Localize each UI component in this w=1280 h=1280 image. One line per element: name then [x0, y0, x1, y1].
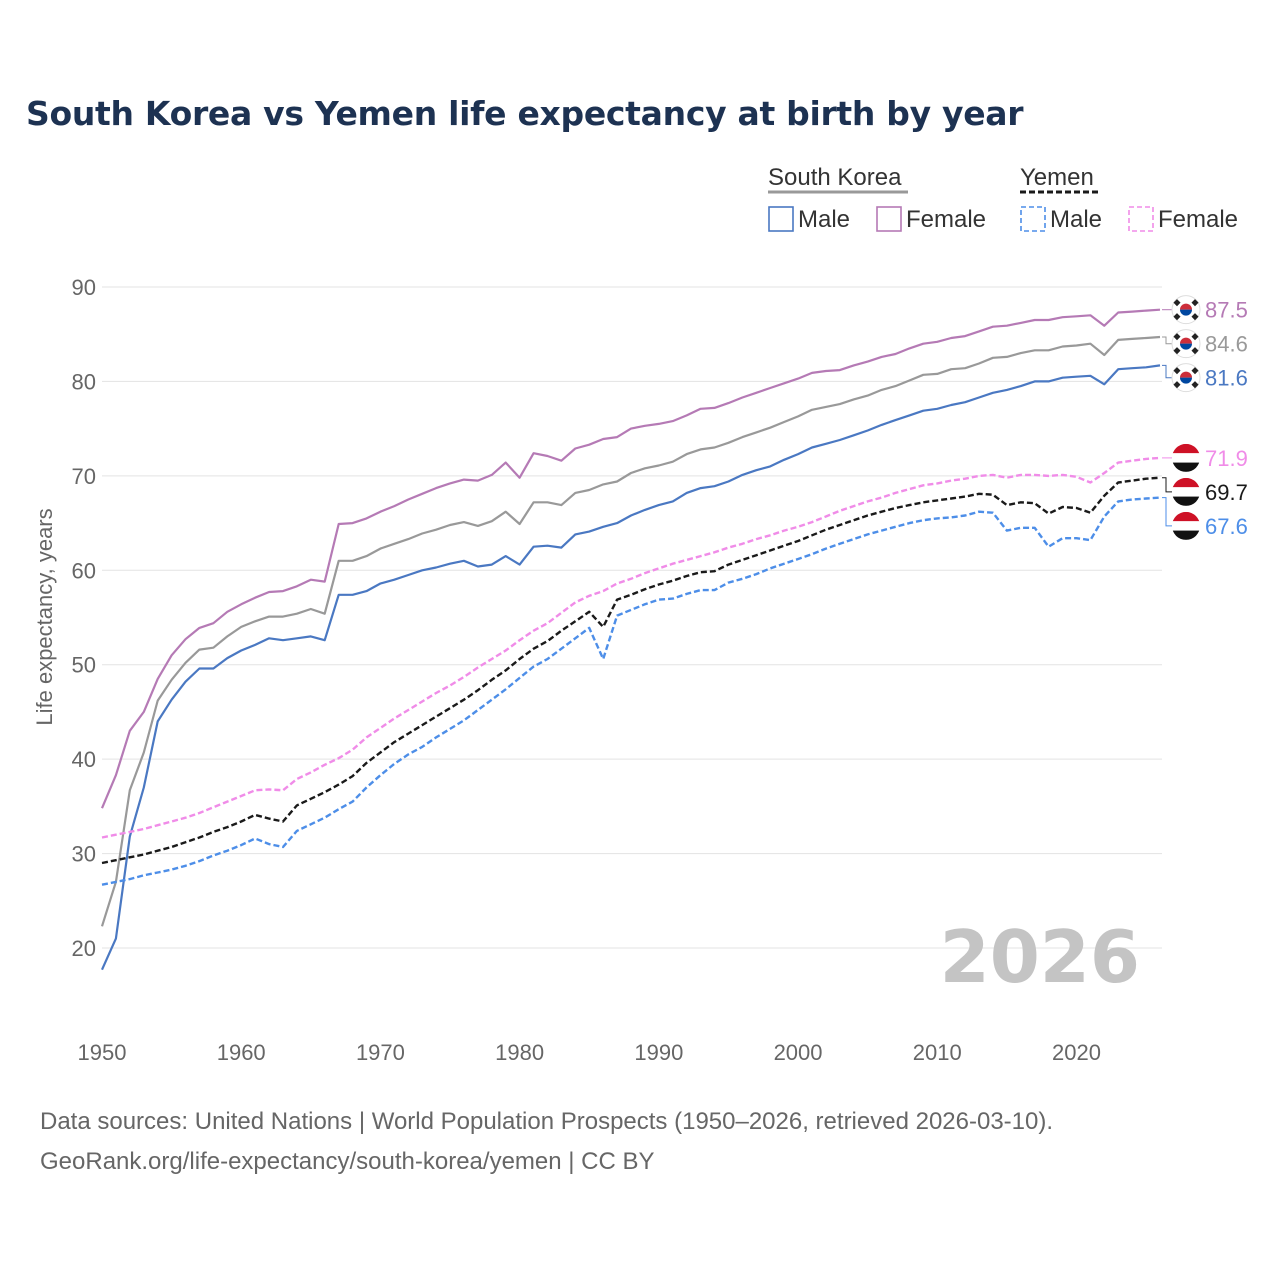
yemen-flag-icon — [1172, 443, 1200, 472]
taeguk-red — [1180, 371, 1192, 378]
end-value-label: 81.6 — [1205, 366, 1248, 391]
end-value-label: 67.6 — [1205, 514, 1248, 539]
y-tick-label: 50 — [72, 653, 96, 678]
taeguk-red — [1180, 337, 1192, 344]
taeguk-blue — [1180, 377, 1192, 384]
x-tick-label: 1950 — [78, 1040, 127, 1065]
legend-item-label: Female — [906, 206, 986, 233]
legend-group-title: South Korea — [768, 164, 902, 191]
x-tick-label: 1970 — [356, 1040, 405, 1065]
label-connector — [1162, 364, 1172, 379]
flag-stripe-black — [1172, 462, 1200, 472]
chart-title: South Korea vs Yemen life expectancy at … — [26, 94, 1024, 133]
taeguk-blue — [1180, 343, 1192, 350]
end-value-label: 84.6 — [1205, 332, 1248, 357]
grid — [102, 286, 1162, 949]
yemen-flag-stripes — [1172, 443, 1200, 472]
series-line-yemen-male — [101, 496, 1161, 886]
y-tick-label: 30 — [72, 842, 96, 867]
taeguk-red — [1180, 303, 1192, 310]
axes: 20 30 40 50 60 70 80 90 1950 1960 1970 1980 1990 2000… — [72, 275, 1101, 1065]
y-tick-label: 20 — [72, 936, 96, 961]
flag-stripe-white — [1172, 453, 1200, 463]
flag-stripe-black — [1172, 496, 1200, 506]
label-connector — [1162, 336, 1172, 345]
end-value-label: 69.7 — [1205, 480, 1248, 505]
y-axis-label: Life expectancy, years — [32, 508, 57, 725]
source-link[interactable]: GeoRank.org/life-expectancy/south-korea/… — [40, 1148, 655, 1175]
flag-stripe-red — [1172, 443, 1200, 454]
series-line-south-korea-male — [100, 364, 1161, 971]
series-line-yemen-female — [101, 456, 1161, 839]
y-tick-label: 70 — [72, 464, 96, 489]
legend-group-title: Yemen — [1020, 164, 1094, 191]
taeguk-blue — [1180, 309, 1192, 316]
legend-item-label: Male — [1050, 206, 1102, 233]
yemen-flag-icon — [1172, 511, 1200, 540]
legend: South Korea Male Female Yemen Male Female — [768, 164, 1238, 233]
yemen-flag-stripes — [1172, 477, 1200, 506]
label-connector — [1162, 477, 1172, 493]
x-tick-label: 2000 — [774, 1040, 823, 1065]
flag-stripe-white — [1172, 487, 1200, 497]
year-watermark: 2026 — [940, 915, 1140, 999]
x-tick-label: 1980 — [495, 1040, 544, 1065]
x-tick-label: 1960 — [217, 1040, 266, 1065]
y-tick-label: 40 — [72, 747, 96, 772]
series-lines — [100, 308, 1161, 971]
south-korea-flag-icon — [1171, 295, 1201, 325]
end-value-label: 87.5 — [1205, 298, 1248, 323]
legend-item-label: Male — [798, 206, 850, 233]
x-tick-label: 2010 — [913, 1040, 962, 1065]
flag-stripe-white — [1172, 521, 1200, 531]
flag-stripe-black — [1172, 530, 1200, 540]
end-labels: 87.5 84.6 81.6 71.9 69.7 67.6 — [1162, 295, 1248, 540]
legend-item-label: Female — [1158, 206, 1238, 233]
y-tick-label: 60 — [72, 558, 96, 583]
label-connector — [1162, 497, 1172, 527]
yemen-flag-icon — [1172, 477, 1200, 506]
yemen-flag-stripes — [1172, 511, 1200, 540]
series-line-south-korea-total — [100, 335, 1161, 927]
y-tick-label: 90 — [72, 275, 96, 300]
legend-swatch — [1020, 206, 1046, 232]
south-korea-flag-icon — [1171, 363, 1201, 393]
legend-swatch — [876, 206, 902, 232]
flag-stripe-red — [1172, 477, 1200, 488]
y-tick-label: 80 — [72, 369, 96, 394]
flag-stripe-red — [1172, 511, 1200, 522]
end-value-label: 71.9 — [1205, 446, 1248, 471]
series-line-yemen-total — [101, 476, 1161, 865]
legend-swatch — [768, 206, 794, 232]
x-tick-label: 2020 — [1052, 1040, 1101, 1065]
source-text: Data sources: United Nations | World Pop… — [40, 1108, 1054, 1135]
x-tick-label: 1990 — [634, 1040, 683, 1065]
south-korea-flag-icon — [1171, 329, 1201, 359]
legend-swatch — [1128, 206, 1154, 232]
series-line-south-korea-female — [100, 308, 1161, 809]
